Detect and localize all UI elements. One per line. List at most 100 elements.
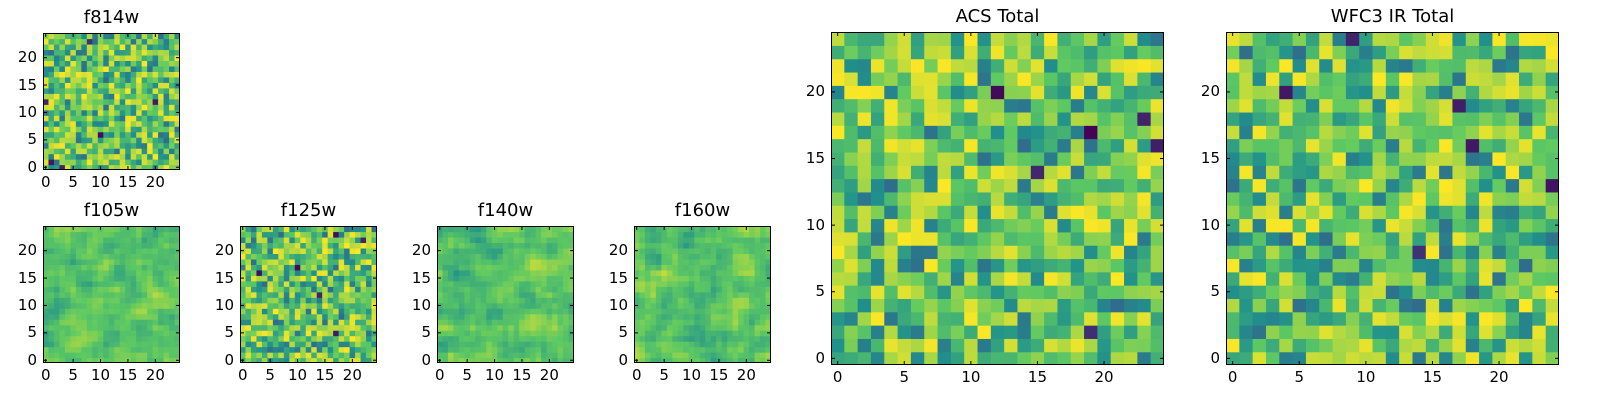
- heatmap-cell: [272, 242, 279, 249]
- heatmap-cell: [86, 335, 93, 342]
- heatmap-cell: [480, 341, 487, 348]
- heatmap-cell: [1097, 138, 1112, 153]
- heatmap-cell: [103, 38, 110, 45]
- heatmap-cell: [130, 142, 137, 149]
- heatmap-cell: [831, 285, 845, 299]
- heatmap-cell: [141, 98, 148, 105]
- heatmap-cell: [990, 58, 1005, 73]
- heatmap-cell: [1425, 85, 1440, 100]
- heatmap-cell: [278, 330, 285, 337]
- heatmap-cell: [1057, 71, 1072, 86]
- heatmap-cell: [897, 231, 912, 246]
- heatmap-cell: [130, 341, 137, 348]
- heatmap-cell: [311, 264, 318, 271]
- heatmap-cell: [749, 352, 756, 359]
- heatmap-cell: [870, 311, 885, 326]
- heatmap-cell: [333, 275, 340, 282]
- heatmap-cell: [97, 264, 104, 271]
- heatmap-cell: [250, 308, 258, 315]
- heatmap-cell: [152, 258, 159, 265]
- heatmap-cell: [43, 38, 50, 45]
- heatmap-cell: [727, 275, 734, 282]
- heatmap-cell: [311, 308, 318, 315]
- heatmap-cell: [1017, 351, 1032, 365]
- heatmap-cell: [147, 49, 154, 56]
- heatmap-cell: [727, 269, 734, 276]
- heatmap-cell: [716, 236, 723, 244]
- heatmap-cell: [831, 191, 845, 206]
- heatmap-cell: [519, 341, 526, 348]
- heatmap-cell: [64, 275, 71, 282]
- heatmap-cell: [732, 297, 739, 304]
- heatmap-cell: [844, 178, 859, 193]
- heatmap-cell: [937, 325, 952, 339]
- heatmap-cell: [119, 131, 126, 138]
- heatmap-cell: [1439, 271, 1454, 286]
- heatmap-cell: [977, 165, 992, 180]
- heatmap-cell: [333, 258, 340, 265]
- heatmap-cell: [1439, 231, 1454, 246]
- heatmap-cell: [458, 335, 465, 342]
- heatmap-cell: [705, 242, 712, 249]
- heatmap-cell: [1084, 111, 1098, 126]
- heatmap-cell: [333, 319, 340, 326]
- heatmap-cell: [738, 291, 745, 298]
- heatmap-cell: [81, 148, 88, 155]
- y-tick-label: 15: [608, 268, 628, 287]
- heatmap-cell: [650, 236, 657, 244]
- heatmap-cell: [950, 138, 965, 153]
- heatmap-cell: [716, 335, 723, 342]
- heatmap-cell: [1439, 338, 1454, 353]
- heatmap-cell: [136, 258, 143, 265]
- heatmap-cell: [513, 313, 520, 320]
- heatmap-cell: [964, 138, 979, 153]
- heatmap-cell: [305, 324, 312, 331]
- heatmap-cell: [1545, 298, 1559, 313]
- heatmap-cell: [1292, 32, 1307, 46]
- heatmap-cell: [119, 164, 126, 170]
- heatmap-cell: [1332, 165, 1347, 180]
- heatmap-cell: [563, 297, 570, 304]
- heatmap-cell: [732, 247, 739, 254]
- heatmap-cell: [732, 335, 739, 342]
- heatmap-cell: [81, 302, 88, 309]
- heatmap-cell: [114, 269, 121, 276]
- heatmap-cell: [924, 351, 939, 365]
- heatmap-cell: [278, 253, 285, 260]
- heatmap-cell: [163, 104, 170, 111]
- heatmap-cell: [688, 247, 695, 254]
- heatmap-cell: [710, 247, 717, 254]
- heatmap-cell: [108, 357, 115, 363]
- heatmap-cell: [97, 115, 104, 122]
- heatmap-cell: [738, 357, 745, 363]
- heatmap-cell: [910, 258, 925, 273]
- heatmap-cell: [1452, 191, 1467, 206]
- heatmap-cell: [103, 330, 110, 337]
- heatmap-cell: [1412, 151, 1427, 166]
- heatmap-cell: [300, 236, 307, 244]
- heatmap-cell: [1279, 231, 1294, 246]
- heatmap-cell: [1345, 125, 1360, 140]
- heatmap-cell: [699, 275, 706, 282]
- heatmap-cell: [677, 258, 684, 265]
- heatmap-cell: [169, 98, 176, 105]
- heatmap-cell: [103, 65, 110, 72]
- heatmap-cell: [152, 352, 159, 359]
- heatmap-cell: [349, 352, 356, 359]
- heatmap-cell: [552, 297, 559, 304]
- heatmap-cell: [103, 142, 110, 149]
- heatmap-cell: [884, 311, 899, 326]
- heatmap-cell: [1124, 311, 1138, 326]
- heatmap-cell: [70, 71, 77, 78]
- heatmap-cell: [81, 65, 88, 72]
- heatmap-cell: [141, 71, 148, 78]
- heatmap-cell: [81, 264, 88, 271]
- heatmap-cell: [524, 330, 531, 337]
- heatmap-cell: [86, 247, 93, 254]
- heatmap-cell: [1137, 165, 1152, 180]
- heatmap-cell: [977, 151, 992, 166]
- heatmap-cell: [289, 242, 296, 249]
- heatmap-cell: [300, 297, 307, 304]
- heatmap-cell: [240, 335, 247, 342]
- heatmap-cell: [53, 275, 61, 282]
